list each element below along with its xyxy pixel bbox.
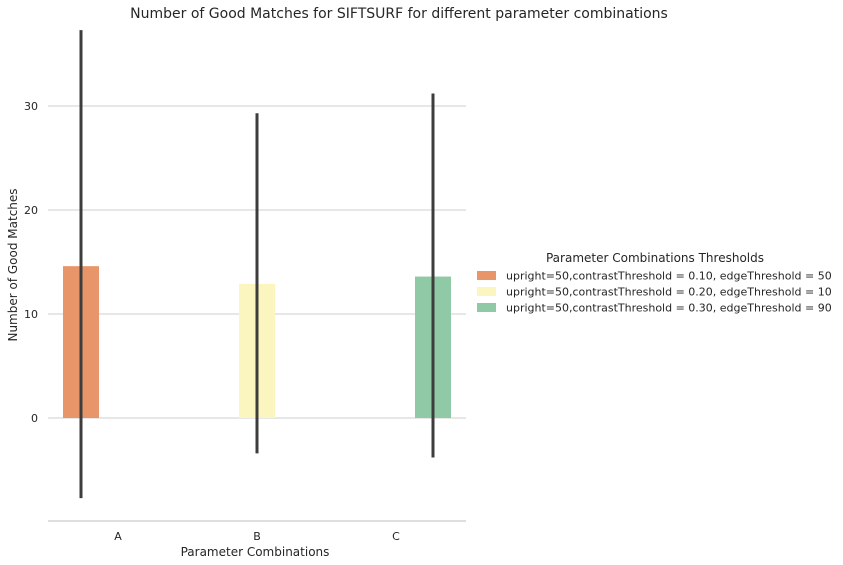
legend-swatch — [477, 303, 496, 312]
error-bars — [79, 30, 435, 499]
x-tick-labels: A B C — [114, 530, 400, 543]
y-tick-label: 20 — [24, 204, 38, 217]
chart-title: Number of Good Matches for SIFTSURF for … — [130, 6, 668, 22]
x-axis-label: Parameter Combinations — [181, 545, 330, 559]
y-tick-label: 30 — [24, 100, 38, 113]
legend-swatch — [477, 287, 496, 296]
legend: Parameter Combinations Thresholds uprigh… — [477, 251, 832, 315]
x-tick-label-B: B — [253, 530, 261, 543]
y-tick-labels: 0 10 20 30 — [24, 100, 38, 425]
y-tick-label: 10 — [24, 308, 38, 321]
x-tick-label-A: A — [114, 530, 122, 543]
legend-item-label: upright=50,contrastThreshold = 0.30, edg… — [506, 302, 832, 315]
x-tick-label-C: C — [392, 530, 400, 543]
legend-item-label: upright=50,contrastThreshold = 0.20, edg… — [506, 286, 832, 299]
y-tick-label: 0 — [31, 412, 38, 425]
legend-item-label: upright=50,contrastThreshold = 0.10, edg… — [506, 270, 832, 283]
legend-title: Parameter Combinations Thresholds — [546, 251, 764, 265]
y-axis-label: Number of Good Matches — [6, 188, 20, 341]
legend-swatch — [477, 271, 496, 280]
